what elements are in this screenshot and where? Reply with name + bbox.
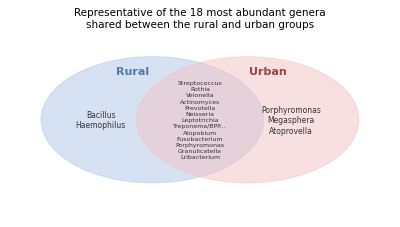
Text: Bacillus
Haemophilus: Bacillus Haemophilus	[76, 111, 126, 130]
Text: Porphyromonas
Megasphera
Atoprovella: Porphyromonas Megasphera Atoprovella	[262, 105, 321, 135]
Text: Urban: Urban	[249, 67, 286, 76]
Text: Rural: Rural	[116, 67, 149, 76]
Text: Streptococcus
Rothia
Veionella
Actinomyces
Prevotella
Neisseria
Leptotrichia
Tre: Streptococcus Rothia Veionella Actinomyc…	[173, 81, 227, 160]
Text: Representative of the 18 most abundant genera
shared between the rural and urban: Representative of the 18 most abundant g…	[74, 8, 326, 30]
Circle shape	[136, 57, 359, 183]
Circle shape	[41, 57, 264, 183]
